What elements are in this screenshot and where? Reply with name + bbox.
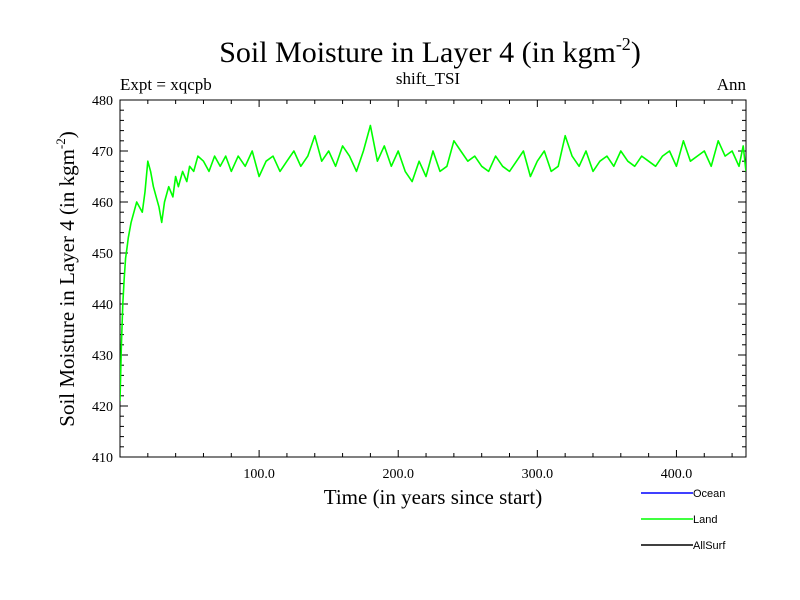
x-axis: 100.0 200.0 300.0 400.0 (147, 100, 733, 482)
y-tick-label: 410 (92, 451, 113, 466)
x-tick-label: 400.0 (661, 467, 693, 482)
subtitle-expt: Expt = xqcpb (120, 75, 212, 94)
series-line-land (120, 124, 746, 401)
y-tick-label: 420 (92, 400, 113, 415)
x-tick-label: 300.0 (522, 467, 554, 482)
y-tick-label: 470 (92, 145, 113, 160)
legend: Ocean Land AllSurf (641, 488, 726, 552)
x-tick-label: 200.0 (382, 467, 414, 482)
y-tick-label: 440 (92, 298, 113, 313)
x-axis-label: Time (in years since start) (324, 485, 543, 509)
subtitle-experiment: shift_TSI (396, 69, 461, 88)
x-tick-label: 100.0 (243, 467, 275, 482)
y-axis: 410 420 430 440 450 460 470 480 (92, 94, 746, 466)
legend-label-allsurf: AllSurf (693, 540, 726, 552)
y-tick-label: 480 (92, 94, 113, 109)
y-tick-label: 430 (92, 349, 113, 364)
y-tick-label: 450 (92, 247, 113, 262)
y-axis-label: Soil Moisture in Layer 4 (in kgm-2) (53, 131, 79, 426)
subtitle-season: Ann (717, 75, 747, 94)
plot-frame (119, 99, 747, 458)
legend-label-ocean: Ocean (693, 488, 725, 500)
legend-label-land: Land (693, 514, 717, 526)
chart-title: Soil Moisture in Layer 4 (in kgm-2) (219, 34, 641, 69)
y-tick-label: 460 (92, 196, 113, 211)
